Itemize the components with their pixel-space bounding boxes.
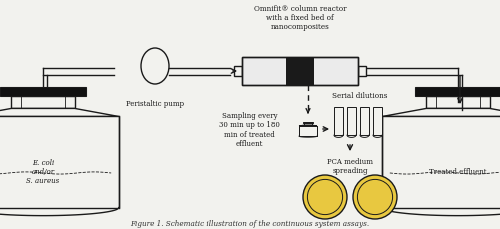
Text: Figure 1. Schematic illustration of the continuous system assays.: Figure 1. Schematic illustration of the … [130, 219, 370, 227]
Text: Serial dilutions: Serial dilutions [332, 92, 388, 100]
Ellipse shape [303, 175, 347, 219]
Bar [334, 108, 343, 136]
Bar [358, 67, 366, 77]
Ellipse shape [141, 49, 169, 85]
Polygon shape [11, 97, 75, 109]
Ellipse shape [308, 180, 342, 215]
Polygon shape [426, 97, 490, 109]
Bar [242, 58, 358, 86]
Bar [347, 108, 356, 136]
Bar [303, 123, 313, 124]
Text: E. coli
and/or
S. aureus: E. coli and/or S. aureus [26, 158, 60, 184]
Bar [0, 117, 118, 208]
Bar [360, 108, 369, 136]
Text: Peristaltic pump: Peristaltic pump [126, 100, 184, 108]
Text: Treated effluent: Treated effluent [429, 167, 487, 175]
Polygon shape [299, 125, 317, 126]
Ellipse shape [353, 175, 397, 219]
Polygon shape [0, 109, 118, 117]
Text: Omnifit® column reactor
with a fixed bed of
nanocomposites: Omnifit® column reactor with a fixed bed… [254, 5, 346, 31]
Bar [286, 58, 314, 86]
Bar [234, 67, 242, 77]
Bar [382, 117, 500, 208]
Text: Sampling every
30 min up to 180
min of treated
effluent: Sampling every 30 min up to 180 min of t… [219, 112, 280, 147]
Bar [0, 88, 86, 97]
Bar [415, 88, 500, 97]
Bar [242, 58, 358, 86]
Ellipse shape [358, 180, 392, 215]
Polygon shape [382, 109, 500, 117]
Bar [299, 126, 317, 136]
Bar [373, 108, 382, 136]
Text: PCA medium
spreading: PCA medium spreading [327, 157, 373, 174]
